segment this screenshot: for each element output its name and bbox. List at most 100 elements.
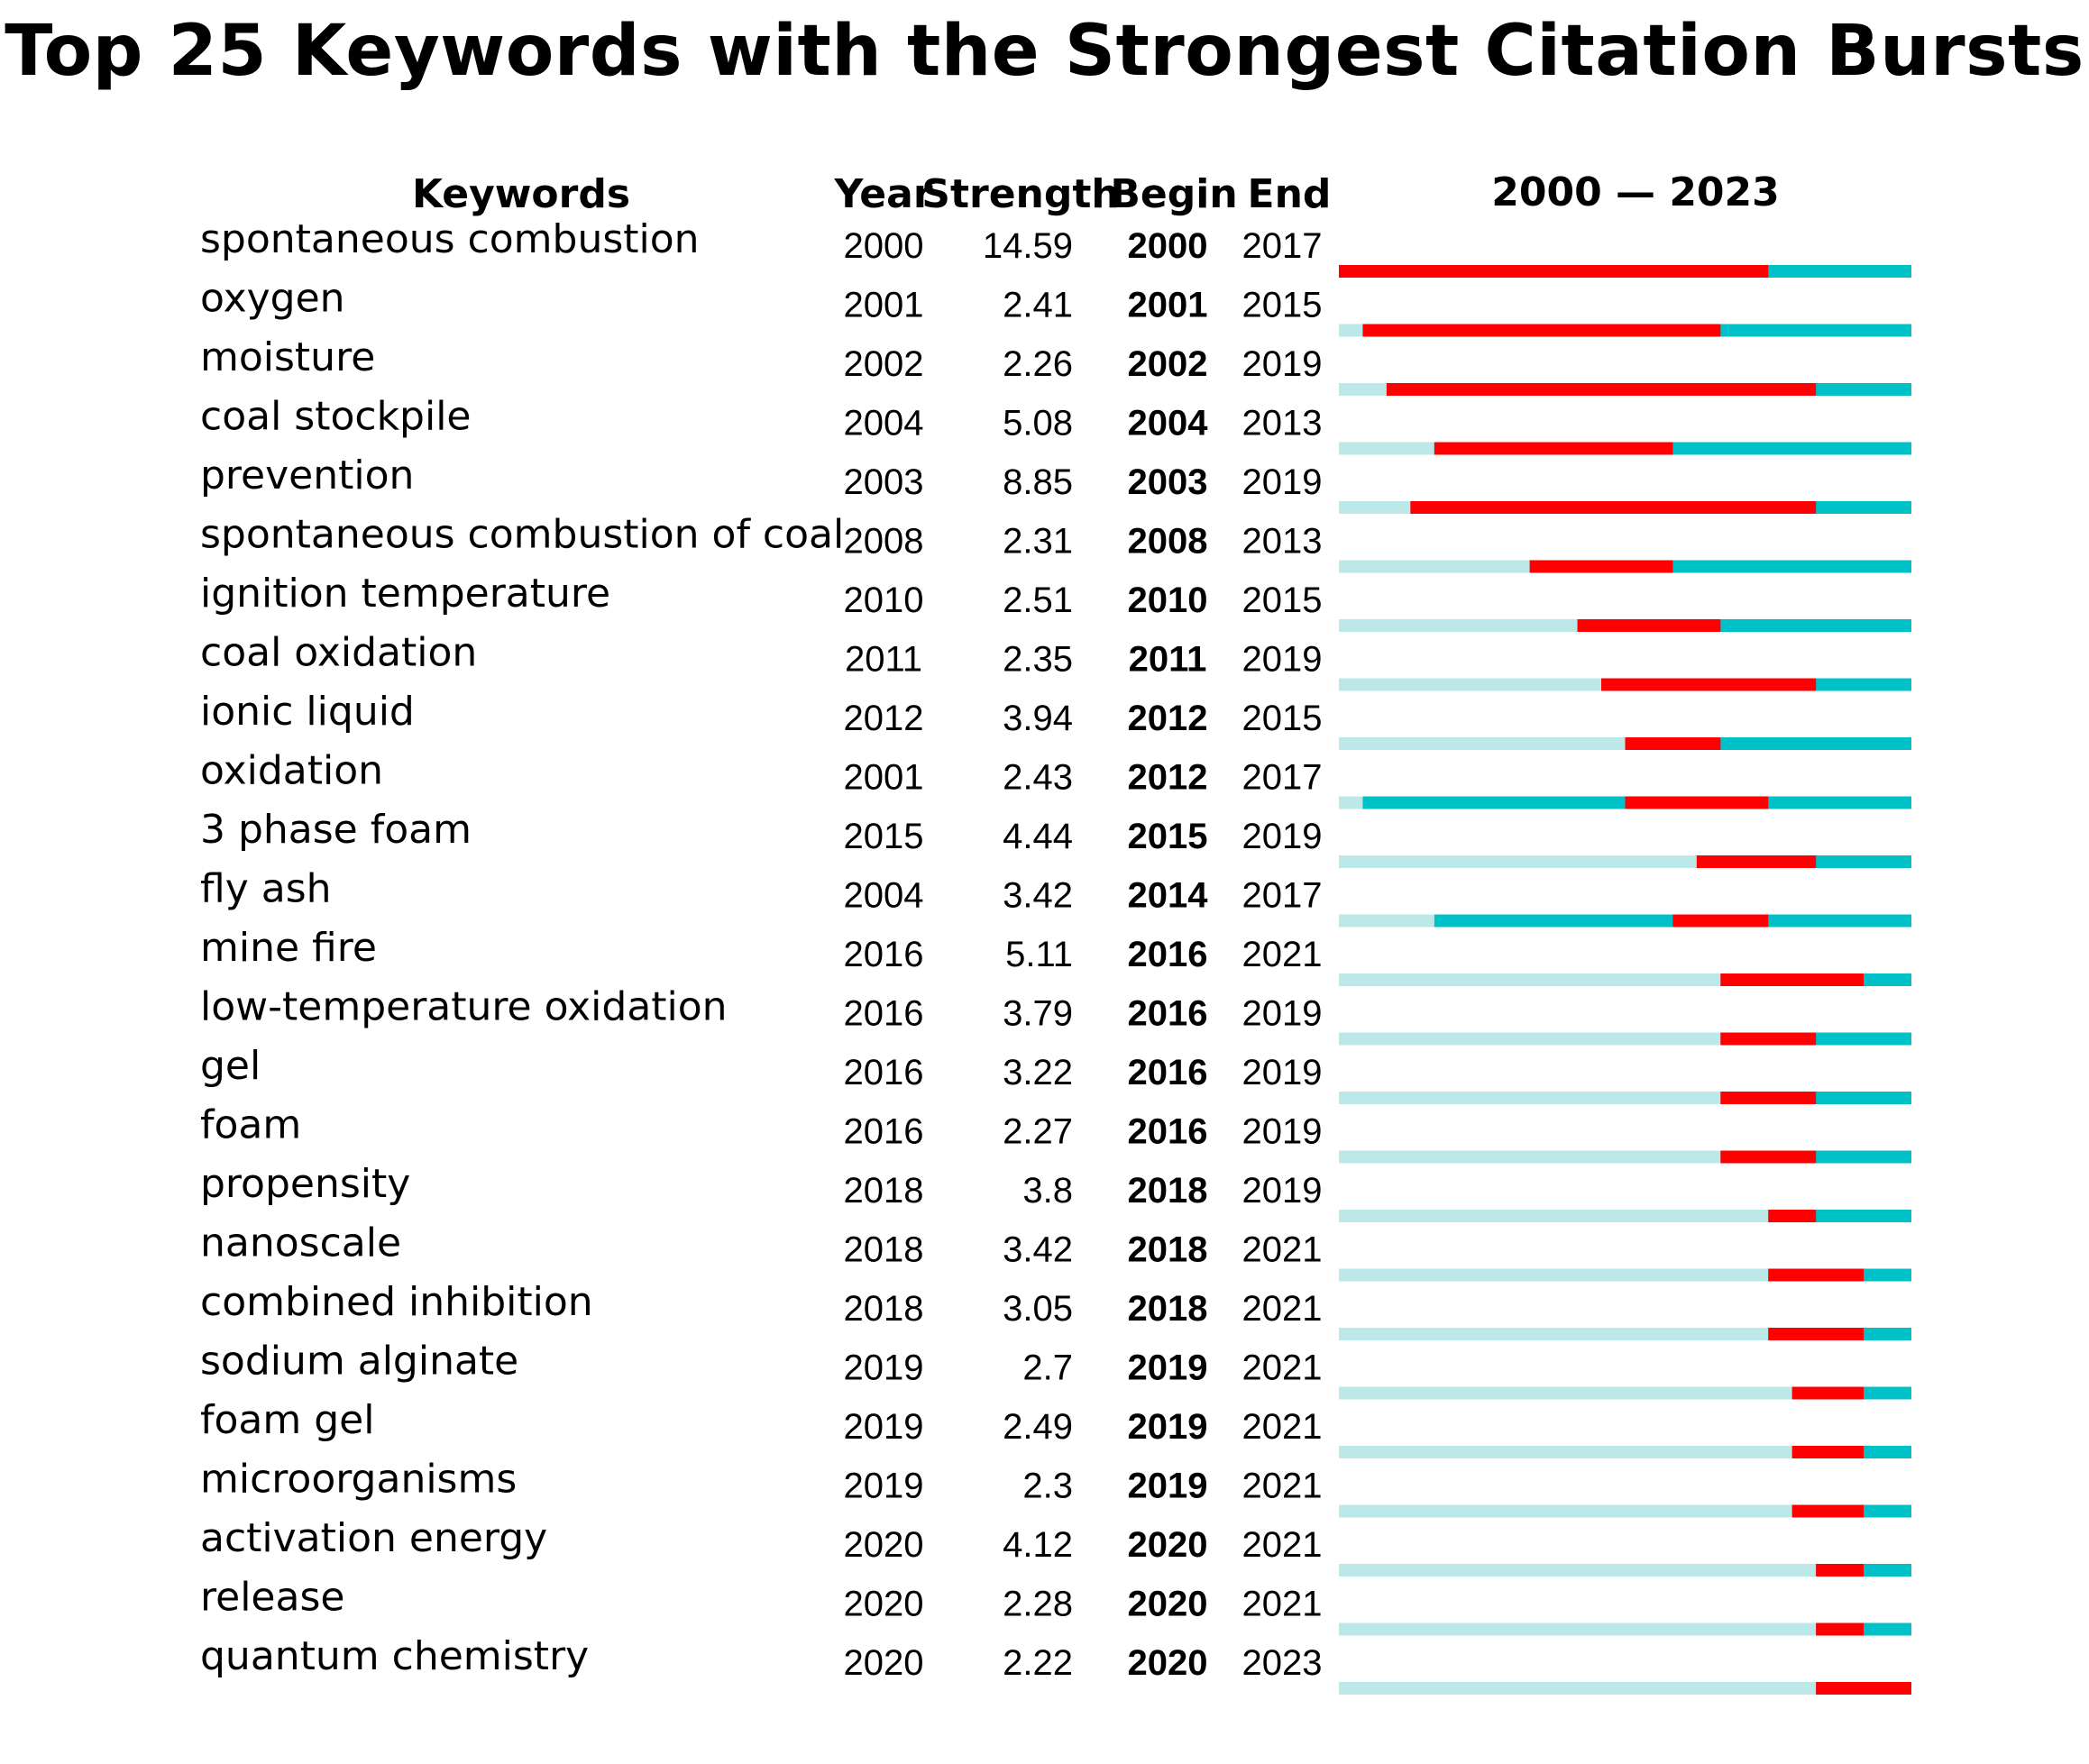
strength-value: 3.8 bbox=[1022, 1171, 1073, 1211]
begin-value: 2014 bbox=[1128, 876, 1209, 916]
begin-value: 2019 bbox=[1128, 1348, 1208, 1388]
timeline-before-bar bbox=[1339, 1032, 1721, 1046]
burst-bar bbox=[1672, 914, 1769, 928]
end-value: 2021 bbox=[1242, 1230, 1323, 1270]
keyword-label: prevention bbox=[200, 452, 414, 498]
end-value: 2017 bbox=[1242, 758, 1323, 798]
end-value: 2015 bbox=[1242, 286, 1323, 325]
year-value: 2016 bbox=[844, 1112, 924, 1152]
header-strength: Strength bbox=[921, 171, 1119, 217]
year-value: 2019 bbox=[844, 1348, 924, 1388]
strength-value: 2.31 bbox=[1003, 522, 1073, 562]
chart-title: Top 25 Keywords with the Strongest Citat… bbox=[5, 11, 2084, 92]
year-value: 2004 bbox=[844, 404, 924, 443]
timeline-before-bar bbox=[1339, 1268, 1769, 1282]
burst-rows: spontaneous combustion 2000 14.59 2000 2017 o… bbox=[200, 216, 1911, 1695]
year-value: 2020 bbox=[844, 1643, 924, 1683]
burst-bar bbox=[1816, 1622, 1865, 1636]
keyword-label: spontaneous combustion of coal bbox=[200, 512, 844, 558]
end-value: 2021 bbox=[1242, 1348, 1323, 1388]
strength-value: 2.28 bbox=[1003, 1585, 1073, 1624]
year-value: 2016 bbox=[844, 935, 924, 974]
timeline-before-bar bbox=[1339, 973, 1721, 986]
keyword-label: foam bbox=[200, 1102, 301, 1148]
keyword-label: ionic liquid bbox=[200, 689, 415, 735]
timeline-before-bar bbox=[1339, 1564, 1817, 1577]
keyword-label: foam gel bbox=[200, 1397, 374, 1443]
end-value: 2015 bbox=[1242, 580, 1323, 620]
end-value: 2019 bbox=[1242, 817, 1323, 856]
burst-bar bbox=[1791, 1504, 1865, 1518]
end-value: 2017 bbox=[1242, 876, 1323, 916]
burst-bar bbox=[1410, 501, 1817, 514]
timeline-before-bar bbox=[1339, 914, 1434, 928]
burst-bar bbox=[1625, 737, 1721, 750]
end-value: 2019 bbox=[1242, 1053, 1323, 1092]
end-value: 2021 bbox=[1242, 1289, 1323, 1329]
keyword-label: spontaneous combustion bbox=[200, 216, 700, 262]
burst-bar bbox=[1601, 678, 1817, 691]
year-value: 2002 bbox=[844, 344, 924, 384]
strength-value: 2.27 bbox=[1003, 1112, 1073, 1152]
end-value: 2023 bbox=[1242, 1643, 1323, 1683]
begin-value: 2012 bbox=[1128, 699, 1208, 738]
keyword-label: nanoscale bbox=[200, 1220, 401, 1266]
strength-value: 5.11 bbox=[1005, 935, 1073, 974]
timeline-before-bar bbox=[1339, 324, 1363, 337]
year-value: 2018 bbox=[844, 1230, 924, 1270]
burst-bar bbox=[1625, 796, 1769, 809]
keyword-label: coal oxidation bbox=[200, 630, 477, 676]
strength-value: 8.85 bbox=[1003, 462, 1073, 502]
keyword-label: fly ash bbox=[200, 866, 332, 912]
strength-value: 3.94 bbox=[1003, 699, 1073, 738]
header-end: End bbox=[1248, 171, 1332, 217]
begin-value: 2018 bbox=[1128, 1289, 1208, 1329]
keyword-label: activation energy bbox=[200, 1515, 547, 1561]
year-value: 2018 bbox=[844, 1171, 924, 1211]
begin-value: 2020 bbox=[1128, 1643, 1208, 1683]
burst-bar bbox=[1529, 560, 1673, 573]
burst-bar bbox=[1816, 1564, 1865, 1577]
begin-value: 2020 bbox=[1128, 1525, 1208, 1565]
begin-value: 2012 bbox=[1128, 758, 1208, 798]
end-value: 2017 bbox=[1242, 226, 1323, 266]
timeline-before-bar bbox=[1339, 1386, 1792, 1400]
keyword-label: low-temperature oxidation bbox=[200, 984, 728, 1030]
timeline-before-bar bbox=[1339, 442, 1434, 455]
burst-bar bbox=[1577, 619, 1721, 632]
keyword-label: oxygen bbox=[200, 276, 345, 322]
year-value: 2010 bbox=[844, 580, 924, 620]
begin-value: 2000 bbox=[1128, 226, 1208, 266]
begin-value: 2002 bbox=[1128, 344, 1208, 384]
burst-bar bbox=[1768, 1268, 1865, 1282]
end-value: 2013 bbox=[1242, 522, 1323, 562]
keyword-label: microorganisms bbox=[200, 1457, 517, 1503]
timeline-before-bar bbox=[1339, 1622, 1817, 1636]
end-value: 2021 bbox=[1242, 1525, 1323, 1565]
year-value: 2003 bbox=[844, 462, 924, 502]
end-value: 2019 bbox=[1242, 1171, 1323, 1211]
begin-value: 2020 bbox=[1128, 1585, 1208, 1624]
burst-bar bbox=[1816, 1682, 1911, 1695]
keyword-label: propensity bbox=[200, 1161, 410, 1207]
strength-value: 2.26 bbox=[1003, 344, 1073, 384]
begin-value: 2001 bbox=[1128, 286, 1208, 325]
begin-value: 2019 bbox=[1128, 1407, 1208, 1447]
strength-value: 5.08 bbox=[1003, 404, 1073, 443]
timeline-before-bar bbox=[1339, 1504, 1792, 1518]
timeline-before-bar bbox=[1339, 678, 1602, 691]
begin-value: 2003 bbox=[1128, 462, 1208, 502]
burst-bar bbox=[1720, 1092, 1817, 1104]
strength-value: 3.22 bbox=[1003, 1053, 1073, 1092]
end-value: 2021 bbox=[1242, 1585, 1323, 1624]
end-value: 2021 bbox=[1242, 935, 1323, 974]
timeline-before-bar bbox=[1339, 501, 1411, 514]
timeline-before-bar bbox=[1339, 619, 1578, 632]
burst-bar bbox=[1434, 442, 1673, 455]
strength-value: 2.43 bbox=[1003, 758, 1073, 798]
burst-bar bbox=[1339, 265, 1769, 278]
end-value: 2015 bbox=[1242, 699, 1323, 738]
begin-value: 2016 bbox=[1128, 1053, 1208, 1092]
timeline-before-bar bbox=[1339, 1210, 1769, 1222]
year-value: 2004 bbox=[844, 876, 924, 916]
